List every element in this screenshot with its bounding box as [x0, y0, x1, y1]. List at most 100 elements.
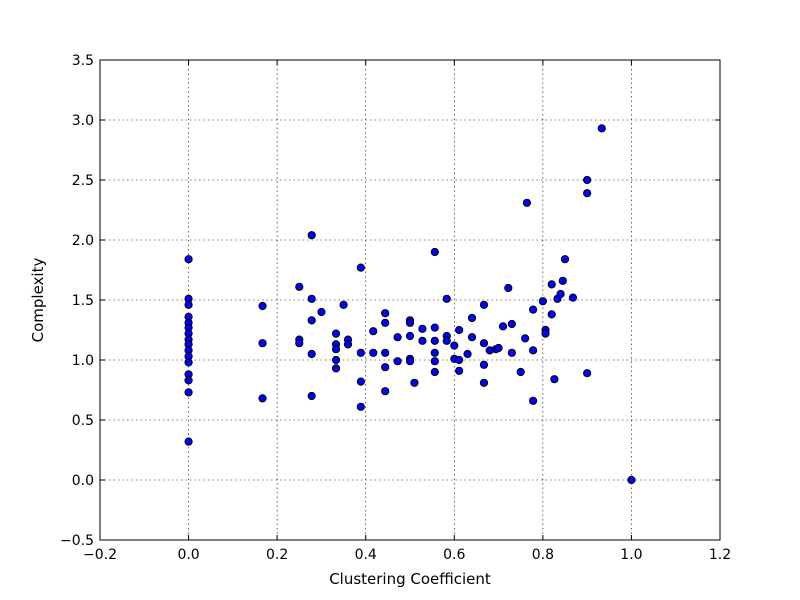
data-point [184, 255, 193, 264]
data-point [529, 396, 538, 405]
y-tick-labels: −0.5 0.0 0.5 1.0 1.5 2.0 2.5 3.0 3.5 [60, 53, 94, 549]
data-point [583, 189, 592, 198]
data-point [521, 334, 530, 343]
data-point [184, 388, 193, 397]
data-point [356, 263, 365, 272]
data-point [455, 355, 464, 365]
data-point [381, 309, 390, 318]
data-point [479, 300, 489, 309]
data-point [547, 280, 556, 289]
data-point [583, 175, 592, 185]
data-point [463, 349, 472, 359]
y-tick-label: 2.0 [72, 233, 94, 249]
x-tick-label: 1.0 [620, 547, 642, 563]
data-point [381, 363, 390, 372]
data-point [307, 316, 316, 325]
data-point [430, 336, 439, 345]
x-tick-label: 1.2 [709, 547, 731, 563]
data-point [627, 475, 636, 485]
data-point [418, 324, 427, 333]
data-point [430, 348, 439, 357]
data-point [317, 307, 326, 317]
data-point [430, 323, 439, 332]
data-point [339, 300, 348, 309]
y-tick-label: 0.5 [72, 413, 94, 429]
data-point [529, 305, 538, 314]
y-tick-label: 0.0 [72, 473, 94, 489]
data-point [504, 283, 513, 293]
data-point [405, 331, 415, 341]
x-axis-label: Clustering Coefficient [329, 570, 491, 588]
y-tick-label: −0.5 [60, 533, 94, 549]
data-point [295, 339, 304, 348]
data-point [430, 247, 439, 257]
data-point [410, 378, 419, 387]
data-point [405, 357, 415, 366]
data-point [558, 276, 567, 285]
data-point [442, 336, 451, 345]
data-point [455, 366, 464, 375]
y-axis-label: Complexity [29, 258, 47, 343]
data-point [529, 346, 538, 355]
data-point [369, 348, 378, 357]
data-point [331, 355, 341, 365]
data-point [541, 329, 550, 338]
x-tick-labels: −0.2 0.0 0.2 0.4 0.6 0.8 1.0 1.2 [83, 547, 731, 563]
data-point [522, 198, 532, 207]
data-point [343, 340, 353, 349]
data-point [479, 378, 489, 387]
data-points [184, 124, 636, 485]
data-point [507, 348, 516, 357]
data-point [450, 341, 459, 350]
data-point [307, 231, 316, 240]
tick-marks [99, 59, 721, 541]
y-tick-label: 3.0 [72, 113, 94, 129]
data-point [455, 325, 464, 335]
data-point [184, 358, 193, 367]
data-point [479, 360, 489, 369]
data-point [467, 333, 477, 342]
x-tick-label: 0.4 [355, 547, 377, 563]
data-point [393, 357, 402, 366]
data-point [258, 339, 267, 348]
x-tick-label: 0.2 [266, 547, 288, 563]
data-point [184, 437, 193, 446]
data-point [369, 327, 378, 336]
data-point [583, 369, 592, 378]
data-point [307, 349, 316, 359]
data-point [184, 376, 193, 385]
data-point [442, 294, 451, 303]
data-point [498, 322, 508, 331]
data-point [307, 391, 316, 401]
data-point [494, 343, 503, 353]
data-point [556, 289, 565, 299]
x-tick-label: 0.0 [177, 547, 199, 563]
data-point [258, 394, 267, 403]
data-point [356, 348, 365, 357]
grid-lines [100, 60, 720, 540]
data-point [356, 377, 365, 386]
data-point [295, 282, 304, 291]
x-tick-label: −0.2 [83, 547, 117, 563]
x-tick-label: 0.8 [532, 547, 554, 563]
data-point [516, 367, 525, 377]
data-point [331, 364, 341, 373]
data-point [507, 319, 516, 329]
data-point [547, 310, 556, 319]
data-point [550, 375, 559, 384]
y-tick-label: 3.5 [72, 53, 94, 69]
data-point [381, 348, 390, 357]
data-point [331, 345, 341, 354]
data-point [356, 402, 365, 411]
data-point [597, 124, 606, 133]
data-point [405, 318, 415, 327]
data-point [430, 357, 439, 366]
data-point [331, 329, 341, 338]
data-point [467, 313, 477, 323]
data-point [184, 300, 193, 309]
data-point [381, 387, 390, 396]
y-tick-label: 1.5 [72, 293, 94, 309]
data-point [560, 255, 570, 264]
y-tick-label: 2.5 [72, 173, 94, 189]
data-point [307, 294, 316, 303]
